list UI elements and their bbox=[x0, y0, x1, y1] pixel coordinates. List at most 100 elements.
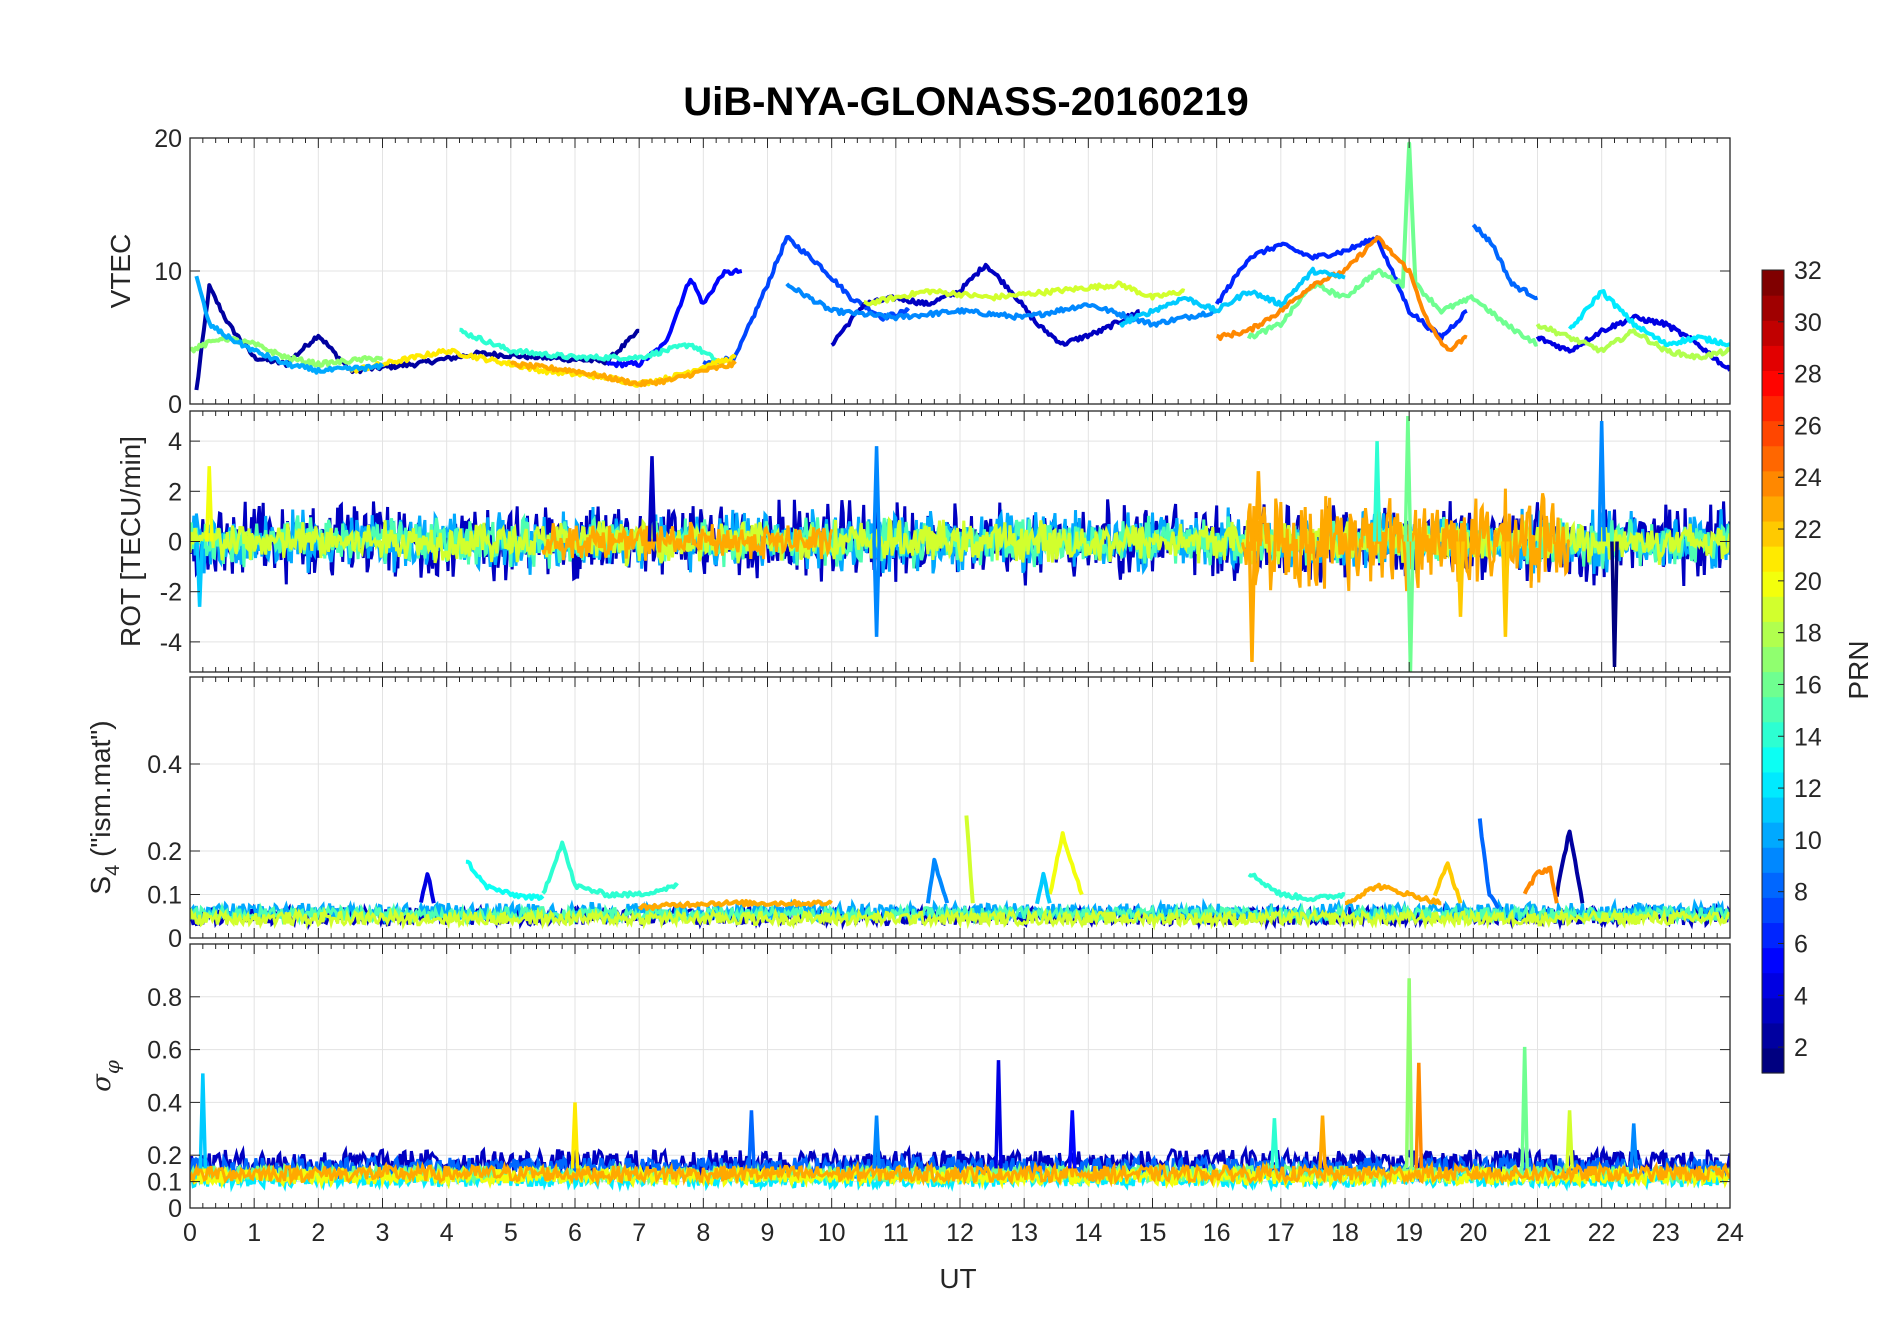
y-tick-label: 4 bbox=[168, 428, 182, 456]
series-prn-9 bbox=[925, 857, 950, 904]
x-tick-label: 10 bbox=[818, 1219, 846, 1247]
series-prn-19 bbox=[964, 815, 975, 904]
x-tick-label: 20 bbox=[1459, 1219, 1487, 1247]
x-tick-label: 13 bbox=[1010, 1219, 1038, 1247]
x-tick-label: 24 bbox=[1716, 1219, 1744, 1247]
series-prn-14 bbox=[541, 840, 679, 899]
spike-prn-22 bbox=[1501, 541, 1510, 637]
y-tick-label: 0.1 bbox=[147, 1169, 182, 1197]
data-layer bbox=[190, 415, 1730, 672]
x-tick-label: 8 bbox=[696, 1219, 710, 1247]
spike-prn-11 bbox=[195, 541, 204, 607]
y-axis-label: σφ bbox=[87, 1060, 124, 1092]
colorbar-box bbox=[1761, 269, 1785, 1074]
spike-prn-23 bbox=[1318, 1115, 1327, 1169]
series-prn-9 bbox=[785, 282, 1218, 328]
series-prn-10 bbox=[194, 275, 385, 375]
spike-prn-9 bbox=[1597, 421, 1606, 542]
colorbar-swatch bbox=[1762, 796, 1784, 823]
x-tick-label: 4 bbox=[440, 1219, 454, 1247]
series-prn-4 bbox=[1535, 313, 1730, 372]
series-prn-8 bbox=[1471, 223, 1539, 301]
colorbar-swatch bbox=[1762, 671, 1784, 698]
spike-prn-20 bbox=[204, 466, 214, 542]
spike-prn-4 bbox=[994, 1060, 1003, 1169]
y-tick-label: 10 bbox=[154, 258, 182, 286]
colorbar-swatch bbox=[1762, 395, 1784, 422]
x-tick-label: 11 bbox=[883, 1219, 909, 1247]
series-prn-23 bbox=[1344, 882, 1442, 906]
spike-prn-23 bbox=[1247, 541, 1257, 662]
panel-3: 0 0.1 0.2 0.4 S4 ("ism.mat") bbox=[85, 676, 1731, 953]
x-tick-label: 19 bbox=[1395, 1219, 1423, 1247]
y-tick-label: -4 bbox=[160, 629, 182, 657]
colorbar-swatch bbox=[1762, 822, 1784, 848]
chart-title: UiB-NYA-GLONASS-20160219 bbox=[683, 80, 1248, 124]
colorbar-swatch bbox=[1762, 897, 1784, 924]
y-tick-label: 0.4 bbox=[147, 751, 182, 779]
colorbar-swatch bbox=[1762, 445, 1784, 472]
x-tick-label: 12 bbox=[946, 1219, 974, 1247]
spike-prn-5 bbox=[1067, 1110, 1077, 1169]
colorbar-swatch bbox=[1762, 696, 1784, 723]
colorbar-swatch bbox=[1762, 596, 1784, 622]
noise-band-prn-23 bbox=[541, 521, 834, 561]
series-prn-22 bbox=[1432, 861, 1463, 904]
x-tick-label: 2 bbox=[311, 1219, 325, 1247]
series-prn-12 bbox=[1568, 289, 1730, 348]
noise-band-prn-23 bbox=[1240, 488, 1571, 592]
colorbar-swatch bbox=[1762, 621, 1784, 648]
y-tick-label: 0.6 bbox=[147, 1037, 182, 1065]
colorbar-tick-label: 28 bbox=[1794, 361, 1822, 389]
series-prn-11 bbox=[1035, 871, 1052, 905]
spike-prn-9 bbox=[1629, 1123, 1639, 1169]
series-prn-8 bbox=[1477, 818, 1501, 910]
spike-prn-9 bbox=[872, 1115, 881, 1169]
x-tick-label: 6 bbox=[568, 1219, 582, 1247]
colorbar-swatch bbox=[1762, 872, 1784, 898]
x-tick-label: 5 bbox=[504, 1219, 518, 1247]
data-layer bbox=[190, 815, 1730, 931]
series-prn-14 bbox=[459, 327, 724, 366]
colorbar-swatch bbox=[1762, 721, 1784, 748]
series-prn-23 bbox=[637, 899, 833, 911]
series-prn-13 bbox=[465, 859, 545, 901]
colorbar-tick-label: 24 bbox=[1794, 464, 1822, 492]
colorbar-tick-label: 8 bbox=[1794, 879, 1808, 907]
colorbar-tick-label: 30 bbox=[1794, 309, 1822, 337]
x-tick-label: 7 bbox=[632, 1219, 646, 1247]
series-prn-20 bbox=[1047, 831, 1084, 896]
y-tick-label: 0.2 bbox=[147, 1142, 182, 1170]
spike-prn-9 bbox=[872, 446, 881, 542]
colorbar-swatch bbox=[1762, 470, 1784, 497]
spike-prn-11 bbox=[198, 1073, 208, 1169]
spike-prn-16 bbox=[1403, 415, 1413, 542]
colorbar-swatch bbox=[1762, 495, 1784, 522]
colorbar-tick-label: 22 bbox=[1794, 516, 1822, 544]
colorbar-swatch bbox=[1762, 1022, 1784, 1049]
spike-prn-8 bbox=[747, 1110, 756, 1169]
colorbar-swatch bbox=[1762, 847, 1784, 873]
x-tick-label: 21 bbox=[1524, 1219, 1552, 1247]
spike-prn-9 bbox=[872, 541, 881, 637]
spike-prn-24 bbox=[1414, 1062, 1424, 1169]
colorbar-swatch bbox=[1762, 771, 1784, 798]
x-tick-label: 18 bbox=[1331, 1219, 1359, 1247]
spike-prn-19 bbox=[1565, 1110, 1574, 1169]
series-prn-18 bbox=[1535, 323, 1730, 361]
colorbar-swatch bbox=[1762, 972, 1784, 999]
spike-prn-23 bbox=[1254, 471, 1263, 542]
y-tick-label: 0 bbox=[168, 1195, 182, 1223]
colorbar-label: PRN bbox=[1843, 640, 1874, 699]
x-tick-label: 14 bbox=[1074, 1219, 1102, 1247]
colorbar-swatch bbox=[1762, 1047, 1784, 1074]
colorbar-swatch bbox=[1762, 520, 1784, 547]
colorbar-swatch bbox=[1762, 370, 1784, 397]
y-tick-label: 0.4 bbox=[147, 1089, 182, 1117]
colorbar-swatch bbox=[1762, 997, 1784, 1024]
spike-prn-17 bbox=[1404, 978, 1414, 1169]
x-tick-label: 22 bbox=[1588, 1219, 1616, 1247]
